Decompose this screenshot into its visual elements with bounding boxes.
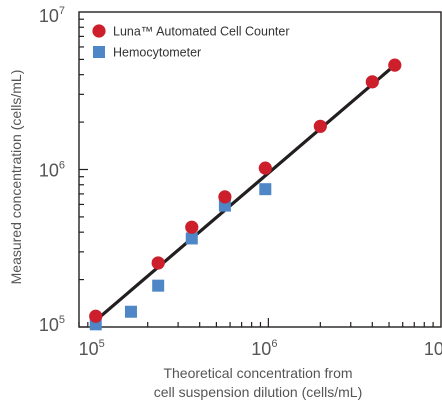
luna-point [258,161,272,175]
x-axis-title-line-1: Theoretical concentration from [163,365,352,381]
legend-marker-square [93,46,105,58]
legend-marker-circle [92,24,106,38]
luna-point [185,220,199,234]
x-axis-title-line-2: cell suspension dilution (cells/mL) [154,384,363,400]
luna-point [365,75,379,89]
y-tick-label: 105 [39,314,65,335]
legend: Luna™ Automated Cell Counter Hemocytomete… [92,24,290,60]
hemocytometer-point [259,183,272,196]
fit-line-layer [94,63,397,323]
y-tick-label: 107 [39,5,65,26]
hemocytometer-point [185,232,198,245]
fit-line [94,63,397,323]
legend-label: Hemocytometer [113,46,201,60]
data-points [89,58,402,331]
x-tick-label: 105 [79,338,105,359]
hemocytometer-point [124,305,137,318]
y-tick-label: 106 [39,160,65,181]
luna-point [89,309,103,323]
x-tick-label: 106 [251,338,277,359]
hemocytometer-point [152,279,165,292]
luna-point [218,190,232,204]
x-tick-label: 107 [424,338,442,359]
axis-tick-labels: 105 106 107 105 106 107 [39,5,442,359]
legend-label: Luna™ Automated Cell Counter [113,25,290,39]
luna-point [313,119,327,133]
luna-point [388,58,402,72]
luna-point [151,256,165,270]
y-axis-title: Measured concentration (cells/mL) [8,70,24,285]
axis-ticks [78,18,434,328]
